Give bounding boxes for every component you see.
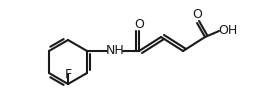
Text: F: F [64,68,72,80]
Text: O: O [134,18,144,32]
Text: OH: OH [218,25,238,37]
Text: NH: NH [106,44,124,57]
Text: O: O [192,9,202,21]
